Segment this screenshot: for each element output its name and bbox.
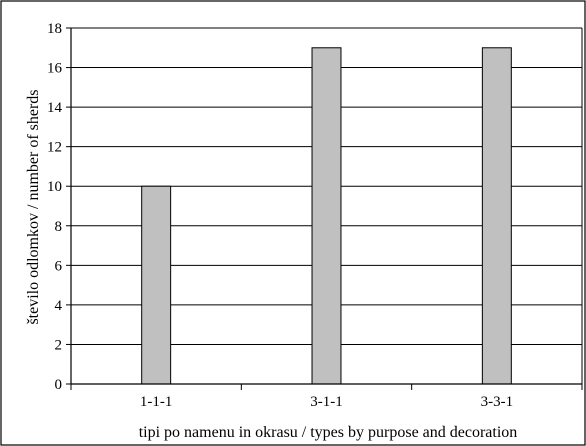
bar-3-1-1 <box>311 47 342 385</box>
y-tick-label-4: 8 <box>55 219 63 235</box>
y-tick-label-0: 0 <box>55 377 63 393</box>
y-tick-label-1: 2 <box>55 337 63 353</box>
axes <box>66 27 583 390</box>
x-tick-label-1-1-1: 1-1-1 <box>140 394 173 410</box>
bar-1-1-1 <box>141 185 172 385</box>
x-tick-label-3-3-1: 3-3-1 <box>481 394 514 410</box>
bars <box>141 47 512 385</box>
y-tick-label-5: 10 <box>47 179 62 195</box>
y-tick-label-7: 14 <box>47 100 63 116</box>
bar-3-3-1 <box>481 47 512 385</box>
x-tick-label-3-1-1: 3-1-1 <box>310 394 343 410</box>
y-tick-label-2: 4 <box>55 298 63 314</box>
x-axis-title: tipi po namenu in okrasu / types by purp… <box>139 424 518 441</box>
y-axis-title: število odlomkov / number of sherds <box>25 89 42 324</box>
y-tick-label-3: 6 <box>55 258 63 274</box>
y-tick-label-8: 16 <box>47 61 63 77</box>
tick-labels: 0 2 4 6 8 10 12 14 16 18 1-1-1 3-1-1 3-3-1 <box>47 21 513 410</box>
y-tick-label-9: 18 <box>47 21 62 37</box>
y-tick-label-6: 12 <box>47 140 62 156</box>
